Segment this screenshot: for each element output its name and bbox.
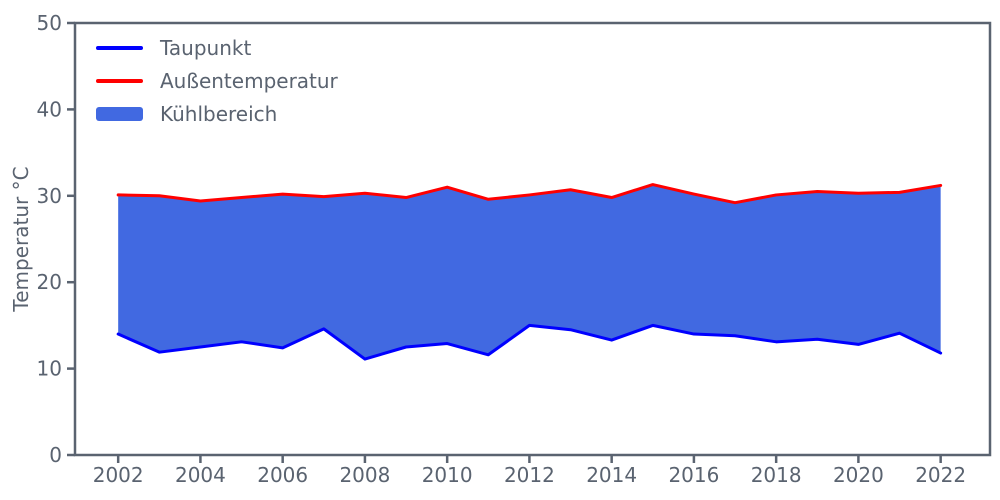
legend-line-swatch-aussentemperatur xyxy=(96,78,143,83)
legend: Taupunkt Außentemperatur Kühlbereich xyxy=(96,31,338,130)
x-tick-label: 2010 xyxy=(422,463,473,487)
plot-spines xyxy=(73,21,992,457)
y-tick-label: 20 xyxy=(37,270,62,294)
x-tick-label: 2018 xyxy=(751,463,802,487)
aussentemperatur-line xyxy=(116,183,943,205)
x-tick-label: 2006 xyxy=(257,463,308,487)
kuehlbereich-area xyxy=(118,184,941,360)
y-tick-label: 0 xyxy=(49,443,62,467)
legend-item-kuehlbereich: Kühlbereich xyxy=(96,97,338,130)
x-tick-label: 2016 xyxy=(668,463,719,487)
x-tick-label: 2002 xyxy=(93,463,144,487)
y-tick-label: 10 xyxy=(37,357,62,381)
legend-label-aussentemperatur: Außentemperatur xyxy=(160,68,338,93)
legend-patch-swatch-kuehlbereich xyxy=(96,106,143,121)
taupunkt-line xyxy=(116,323,943,361)
x-tick-label: 2004 xyxy=(175,463,226,487)
y-tick-label: 50 xyxy=(37,11,62,35)
legend-item-aussentemperatur: Außentemperatur xyxy=(96,64,338,97)
x-tick-label: 2022 xyxy=(915,463,966,487)
legend-label-taupunkt: Taupunkt xyxy=(160,35,252,60)
y-tick-label: 30 xyxy=(37,184,62,208)
x-tick-label: 2014 xyxy=(586,463,637,487)
y-axis-label: Temperatur °C xyxy=(9,166,33,312)
legend-line-swatch-taupunkt xyxy=(96,45,143,50)
legend-label-kuehlbereich: Kühlbereich xyxy=(160,101,278,126)
x-tick-label: 2020 xyxy=(833,463,884,487)
x-tick-label: 2012 xyxy=(504,463,555,487)
x-tick-label: 2008 xyxy=(339,463,390,487)
legend-item-taupunkt: Taupunkt xyxy=(96,31,338,64)
y-tick-label: 40 xyxy=(37,97,62,121)
